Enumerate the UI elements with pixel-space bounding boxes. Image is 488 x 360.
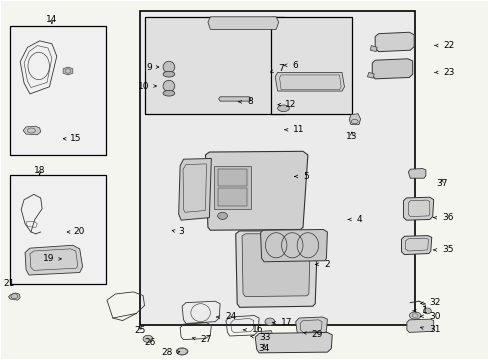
Polygon shape <box>63 67 73 75</box>
Text: 37: 37 <box>435 179 447 188</box>
Polygon shape <box>260 330 272 338</box>
Bar <box>10 26 105 155</box>
Text: 32: 32 <box>428 298 439 307</box>
Text: 9: 9 <box>146 63 152 72</box>
Text: 27: 27 <box>200 335 212 344</box>
Text: 20: 20 <box>74 228 85 237</box>
Text: 16: 16 <box>251 325 263 334</box>
Text: 11: 11 <box>293 125 304 134</box>
Text: 13: 13 <box>346 132 357 141</box>
Text: 10: 10 <box>138 82 149 91</box>
Text: 19: 19 <box>43 255 54 264</box>
Polygon shape <box>295 317 327 336</box>
Text: 7: 7 <box>278 64 284 73</box>
Ellipse shape <box>277 105 289 112</box>
Polygon shape <box>218 97 250 101</box>
Text: 23: 23 <box>443 68 454 77</box>
Bar <box>10 175 105 284</box>
Polygon shape <box>235 231 317 307</box>
Ellipse shape <box>143 335 153 342</box>
Ellipse shape <box>163 80 174 92</box>
Text: 21: 21 <box>3 279 15 288</box>
Polygon shape <box>207 17 278 30</box>
Text: 30: 30 <box>428 312 439 321</box>
Text: 34: 34 <box>258 344 269 353</box>
Text: 5: 5 <box>303 172 308 181</box>
Text: 2: 2 <box>324 260 329 269</box>
Text: 18: 18 <box>34 166 45 175</box>
Polygon shape <box>205 151 307 230</box>
Bar <box>144 17 283 114</box>
Text: 6: 6 <box>292 61 297 70</box>
Text: 3: 3 <box>178 228 184 237</box>
Text: 14: 14 <box>46 15 58 24</box>
Polygon shape <box>275 72 344 91</box>
Text: 25: 25 <box>134 326 145 335</box>
Polygon shape <box>260 229 327 262</box>
Polygon shape <box>178 158 211 220</box>
Polygon shape <box>348 114 360 125</box>
Ellipse shape <box>176 348 187 355</box>
Ellipse shape <box>423 308 430 314</box>
Ellipse shape <box>163 90 174 96</box>
Text: 8: 8 <box>246 97 252 106</box>
Polygon shape <box>369 45 376 51</box>
Text: 33: 33 <box>259 333 270 342</box>
Polygon shape <box>25 245 82 275</box>
Ellipse shape <box>264 318 274 325</box>
Bar <box>140 12 414 325</box>
Polygon shape <box>374 32 413 51</box>
Ellipse shape <box>408 312 420 319</box>
Polygon shape <box>176 348 187 354</box>
Text: 12: 12 <box>285 100 296 109</box>
Text: 28: 28 <box>161 348 172 357</box>
Text: 26: 26 <box>144 338 156 347</box>
Polygon shape <box>401 235 431 255</box>
Polygon shape <box>23 126 41 135</box>
Bar <box>217 168 246 186</box>
Ellipse shape <box>163 71 174 77</box>
Polygon shape <box>407 168 425 178</box>
Polygon shape <box>242 234 310 297</box>
Text: 4: 4 <box>356 215 362 224</box>
Bar <box>217 188 246 206</box>
Text: 31: 31 <box>428 325 439 334</box>
Text: 29: 29 <box>311 330 323 339</box>
Ellipse shape <box>217 212 227 220</box>
Ellipse shape <box>163 61 174 73</box>
Text: 22: 22 <box>443 41 454 50</box>
Polygon shape <box>255 332 331 353</box>
Text: 17: 17 <box>281 318 292 327</box>
Text: 35: 35 <box>441 246 452 255</box>
Polygon shape <box>406 319 433 332</box>
Text: 36: 36 <box>441 213 452 222</box>
Bar <box>214 166 250 209</box>
Polygon shape <box>8 293 20 300</box>
Polygon shape <box>403 197 433 220</box>
Polygon shape <box>366 72 373 78</box>
Bar <box>271 17 351 114</box>
Text: 15: 15 <box>70 134 81 143</box>
Text: 24: 24 <box>224 312 236 321</box>
Polygon shape <box>371 59 412 79</box>
Text: 1: 1 <box>421 306 427 315</box>
